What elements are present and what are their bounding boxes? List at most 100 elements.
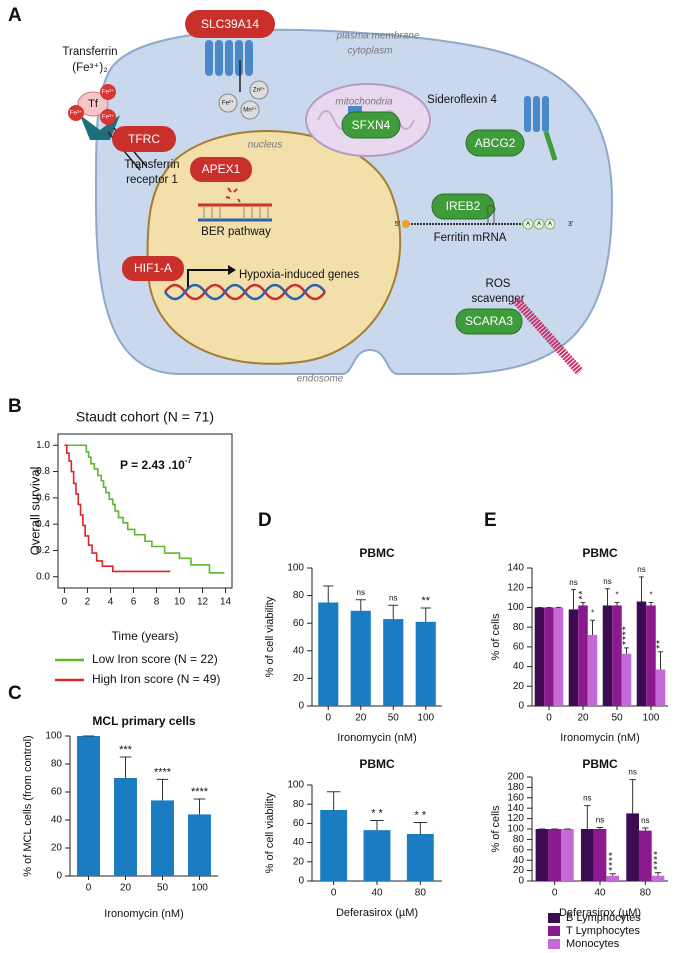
error-bar bbox=[571, 589, 576, 610]
y-tick-label: 120 bbox=[507, 582, 524, 593]
label: endosome bbox=[297, 374, 344, 385]
y-tick-label: 80 bbox=[513, 834, 525, 845]
pill bbox=[190, 157, 252, 182]
y-tick-label: 40 bbox=[51, 815, 63, 826]
bar bbox=[646, 605, 656, 706]
bar bbox=[350, 610, 371, 706]
significance: * * bbox=[415, 809, 427, 821]
label: A bbox=[526, 222, 530, 228]
x-tick-label: 50 bbox=[157, 883, 169, 894]
x-tick-label: 0 bbox=[62, 597, 68, 608]
significance: ** bbox=[421, 595, 430, 607]
y-tick-label: 0.0 bbox=[36, 571, 50, 582]
bar bbox=[602, 605, 613, 706]
helix bbox=[245, 40, 253, 76]
significance: ns bbox=[603, 577, 611, 586]
significance: **** bbox=[191, 786, 209, 798]
bar bbox=[606, 875, 620, 881]
y-tick-label: 200 bbox=[507, 772, 524, 783]
y-tick-label: 140 bbox=[507, 803, 524, 814]
x-tick-label: 0 bbox=[331, 888, 337, 899]
x-tick-label: 20 bbox=[120, 883, 132, 894]
y-tick-label: 0 bbox=[298, 876, 304, 887]
label: 3' bbox=[568, 221, 573, 228]
pill bbox=[455, 308, 523, 335]
error-bar bbox=[605, 588, 610, 606]
significance: * * bbox=[371, 807, 383, 819]
bar bbox=[655, 669, 666, 706]
x-tick-label: 8 bbox=[154, 597, 160, 608]
y-tick-label: 120 bbox=[507, 813, 524, 824]
error-bar bbox=[648, 602, 654, 606]
x-tick-label: 100 bbox=[417, 713, 434, 724]
panel-a: A Zn²⁺ Mn²⁺ Fe²⁺ SLC39A14 Transferrin (F… bbox=[8, 5, 614, 385]
y-tick-label: 0 bbox=[518, 701, 524, 712]
error-bar bbox=[609, 873, 616, 876]
x-tick-label: 80 bbox=[415, 888, 427, 899]
helix bbox=[225, 40, 233, 76]
y-tick-label: 100 bbox=[507, 824, 524, 835]
bases bbox=[203, 205, 269, 220]
significance: ns bbox=[637, 565, 645, 574]
pill bbox=[185, 10, 275, 38]
bar bbox=[548, 829, 562, 881]
protein-label: HIF1-A bbox=[134, 261, 172, 275]
y-tick-label: 40 bbox=[513, 661, 525, 672]
error-bar bbox=[624, 647, 629, 654]
label: scavenger bbox=[471, 293, 524, 305]
y-tick-label: 0.6 bbox=[36, 492, 50, 503]
domain bbox=[543, 131, 558, 161]
significance: *** bbox=[119, 744, 133, 756]
x-tick-label: 0 bbox=[325, 713, 331, 724]
label: ROS bbox=[486, 278, 511, 290]
ion-label: Fe²⁺ bbox=[222, 100, 234, 107]
significance: ** bbox=[655, 639, 666, 649]
significance: ns bbox=[596, 816, 604, 825]
protein-label: APEX1 bbox=[202, 162, 241, 176]
label: Transferrin bbox=[124, 159, 179, 171]
legend-swatch bbox=[548, 926, 560, 936]
significance: * bbox=[615, 591, 618, 600]
x-axis-label: Ironomycin (nM) bbox=[104, 908, 183, 920]
y-tick-label: 0 bbox=[518, 876, 524, 887]
bar bbox=[318, 602, 339, 706]
dna-strand bbox=[163, 283, 327, 301]
iron bbox=[100, 109, 116, 125]
label: mitochondria bbox=[335, 97, 393, 108]
error-bar bbox=[420, 607, 431, 622]
plot-frame bbox=[57, 433, 233, 589]
chart-title: MCL primary cells bbox=[92, 714, 195, 728]
helix bbox=[524, 96, 531, 132]
iron bbox=[68, 105, 84, 121]
pill bbox=[341, 111, 401, 139]
error-bar bbox=[590, 619, 595, 636]
annotation: P = 2.43 .10-7 bbox=[120, 456, 193, 472]
x-axis-label: Ironomycin (nM) bbox=[560, 732, 639, 744]
x-tick-label: 40 bbox=[371, 888, 383, 899]
error-bar bbox=[654, 872, 662, 876]
ire-loop bbox=[486, 204, 496, 224]
bar bbox=[114, 778, 137, 876]
protein-label: SLC39A14 bbox=[201, 17, 259, 31]
slc39a14-protein bbox=[205, 40, 253, 92]
bar bbox=[621, 653, 632, 706]
x-axis-label: Deferasirox (µM) bbox=[336, 907, 418, 919]
bar bbox=[553, 607, 564, 706]
bar bbox=[636, 601, 647, 706]
panel-letter: B bbox=[8, 396, 22, 417]
error-bar bbox=[584, 805, 591, 829]
x-tick-label: 0 bbox=[546, 713, 552, 724]
panel-letter: C bbox=[8, 683, 22, 704]
label: Sideroflexin 4 bbox=[427, 94, 497, 106]
y-tick-label: 60 bbox=[51, 787, 63, 798]
y-tick-label: 100 bbox=[287, 563, 304, 574]
bar bbox=[535, 829, 549, 881]
error-bar bbox=[629, 779, 636, 814]
y-tick-label: 0.2 bbox=[36, 545, 50, 556]
error-bar bbox=[639, 576, 644, 602]
y-tick-label: 140 bbox=[507, 563, 524, 574]
pill bbox=[465, 129, 525, 157]
y-tick-label: 100 bbox=[507, 602, 524, 613]
bar bbox=[406, 833, 434, 881]
label: BER pathway bbox=[201, 226, 271, 238]
